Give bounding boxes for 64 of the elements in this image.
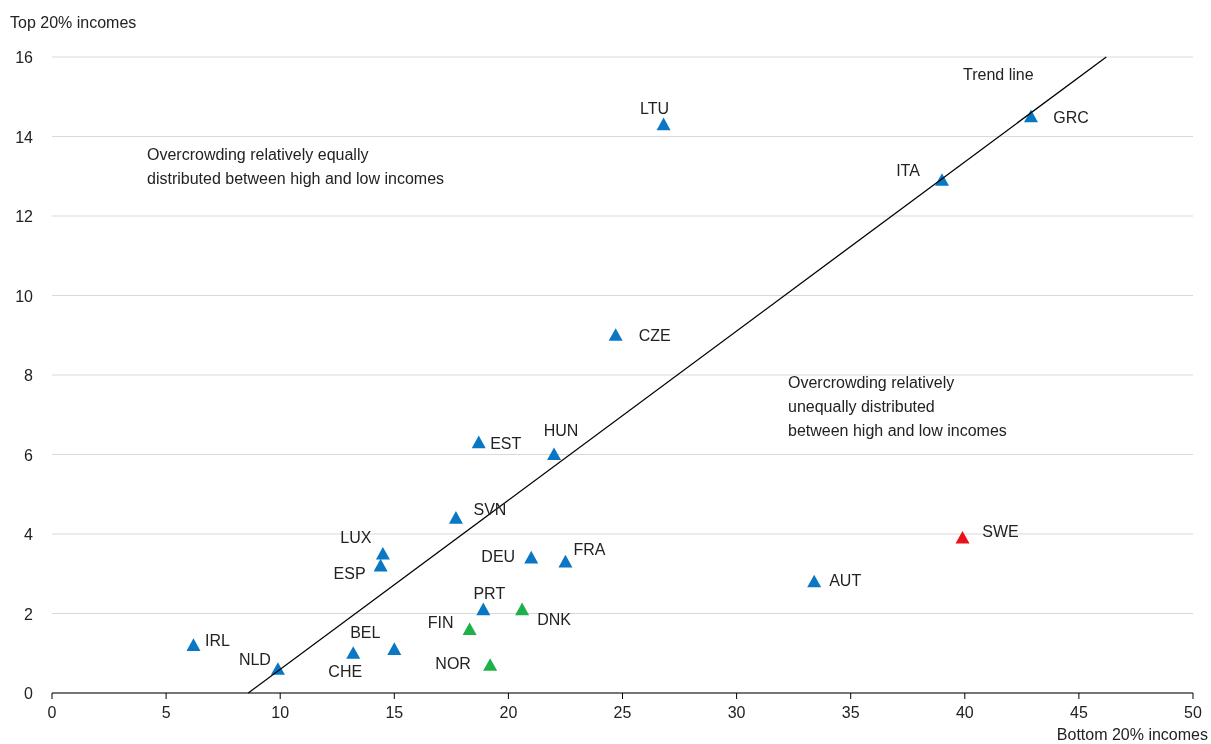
annotation: BEL <box>350 624 381 642</box>
point <box>375 546 390 560</box>
point <box>1023 109 1038 123</box>
annotation: Overcrowding relatively unequally distributed between high and low incomes <box>788 374 1007 439</box>
y-tick-label: 16 <box>15 49 34 66</box>
y-tick-label: 0 <box>24 685 34 702</box>
x-tick-label: 45 <box>1070 704 1088 721</box>
y-tick-label: 4 <box>24 526 34 543</box>
annotation: AUT <box>829 571 862 589</box>
annotation: HUN <box>543 421 579 439</box>
point <box>955 530 970 544</box>
y-tick-label: 2 <box>24 605 34 623</box>
x-axis-title: Bottom 20% incomes <box>1056 726 1208 743</box>
annotation: IRL <box>205 632 231 650</box>
point <box>346 646 361 659</box>
point <box>476 602 491 616</box>
annotation: CHE <box>328 663 363 681</box>
point <box>515 602 530 616</box>
annotation: LTU <box>640 99 670 117</box>
annotation: NLD <box>238 651 271 669</box>
x-tick-label: 30 <box>727 704 746 721</box>
annotation: Trend line <box>963 66 1034 83</box>
y-tick-label: 12 <box>15 208 34 225</box>
x-tick-label: 5 <box>161 704 171 721</box>
annotation: LUX <box>340 528 372 546</box>
annotation: EST <box>490 434 522 452</box>
annotation: FRA <box>573 540 606 558</box>
point <box>186 638 201 651</box>
point <box>373 558 388 572</box>
annotation: ESP <box>333 564 366 582</box>
point <box>547 447 562 461</box>
annotation: PRT <box>473 584 506 602</box>
point <box>656 117 671 131</box>
point <box>558 554 573 568</box>
point <box>462 622 477 635</box>
annotation: SWE <box>982 522 1019 540</box>
point <box>524 550 539 564</box>
y-tick-label: 10 <box>15 287 34 305</box>
point <box>483 658 498 671</box>
annotation: DEU <box>481 547 516 565</box>
x-tick-label: 40 <box>955 704 974 721</box>
point <box>807 574 822 588</box>
annotation: DNK <box>537 610 572 628</box>
x-tick-label: 20 <box>499 704 518 721</box>
y-axis-title: Top 20% incomes <box>10 14 137 31</box>
annotation: ITA <box>896 162 921 180</box>
annotation: CZE <box>638 327 671 345</box>
x-tick-label: 25 <box>613 704 632 721</box>
x-tick-label: 15 <box>385 704 404 721</box>
point <box>387 642 402 655</box>
annotation: GRC <box>1053 108 1089 126</box>
annotation: Overcrowding relatively equally distributed between high and low incomes <box>147 146 445 187</box>
y-tick-label: 8 <box>24 367 34 384</box>
y-tick-label: 14 <box>15 128 34 146</box>
point <box>608 328 623 341</box>
y-tick-label: 6 <box>24 446 34 464</box>
x-tick-label: 35 <box>841 704 860 721</box>
x-tick-label: 0 <box>47 704 57 721</box>
x-tick-label: 50 <box>1184 704 1202 721</box>
annotation: NOR <box>435 655 471 673</box>
annotation: FIN <box>427 614 454 632</box>
point <box>448 511 463 524</box>
x-tick-label: 10 <box>271 704 290 721</box>
point <box>471 435 486 449</box>
